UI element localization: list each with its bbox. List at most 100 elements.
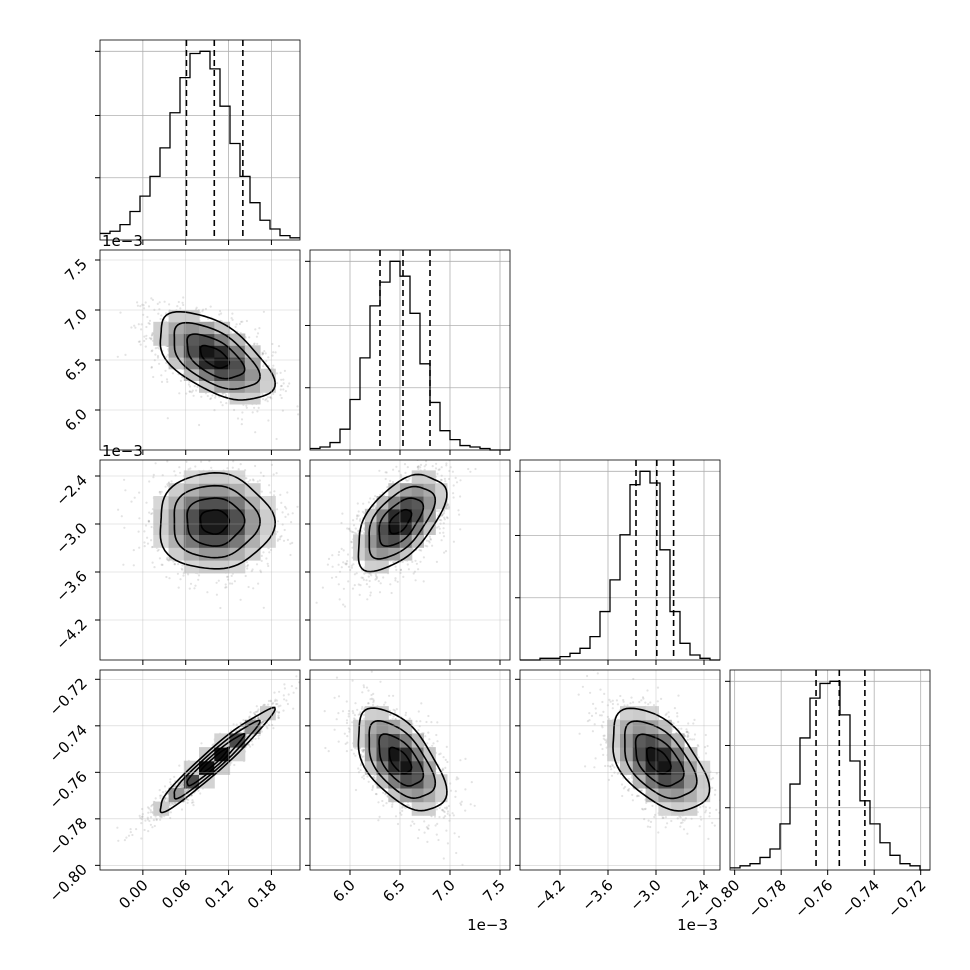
sample-point [269, 548, 273, 552]
sample-point [256, 410, 259, 413]
sample-point [265, 557, 268, 560]
sample-point [254, 464, 257, 468]
sample-point [143, 307, 146, 310]
density-cell [229, 521, 246, 535]
sample-point [224, 446, 226, 448]
sample-point [283, 528, 286, 532]
sample-point [209, 305, 212, 308]
sample-point [160, 380, 164, 383]
sample-point [286, 491, 289, 494]
sample-point [417, 456, 419, 458]
sample-point [158, 301, 161, 304]
sample-point [224, 586, 227, 589]
sample-point [391, 481, 395, 484]
sample-point [160, 563, 163, 566]
sample-point [275, 437, 278, 441]
density-cell [214, 560, 231, 574]
sample-point [246, 567, 249, 570]
sample-point [161, 563, 164, 567]
sample-point [474, 467, 477, 471]
sample-point [160, 314, 163, 317]
sample-point [452, 484, 455, 487]
sample-point [159, 317, 162, 321]
density-cell [168, 508, 185, 523]
sample-point [458, 513, 461, 516]
sample-point [331, 554, 334, 557]
sample-point [304, 516, 306, 518]
sample-point [297, 413, 300, 416]
sample-point [179, 307, 182, 310]
sample-point [366, 598, 369, 601]
sample-point [345, 562, 348, 565]
sample-point [457, 509, 460, 512]
sample-point [150, 350, 153, 353]
sample-point [150, 512, 153, 516]
sample-point [139, 305, 142, 308]
density-cell [199, 345, 215, 358]
sample-point [447, 507, 450, 510]
sample-point [158, 491, 161, 494]
sample-point [442, 527, 445, 530]
sample-point [136, 301, 139, 304]
sample-point [182, 296, 185, 299]
sample-point [451, 470, 454, 473]
sample-point [235, 323, 238, 326]
sample-point [133, 496, 136, 499]
sample-point [290, 521, 293, 524]
sample-point [263, 350, 266, 353]
sample-point [165, 575, 168, 579]
sample-point [379, 582, 382, 585]
sample-point [276, 539, 279, 542]
sample-point [260, 554, 263, 558]
sample-point [178, 392, 181, 395]
sample-point [137, 323, 140, 326]
sample-point [411, 560, 414, 564]
density-cell [244, 357, 261, 370]
sample-point [246, 565, 249, 568]
sample-point [267, 564, 270, 568]
sample-point [188, 380, 191, 383]
sample-point [197, 574, 201, 577]
sample-point [225, 586, 228, 589]
sample-point [337, 563, 340, 566]
sample-point [154, 353, 157, 356]
sample-point [445, 516, 449, 519]
sample-point [252, 587, 255, 590]
sample-point [145, 501, 148, 504]
sample-point [253, 406, 256, 409]
sample-point [321, 586, 324, 589]
sample-point [399, 568, 402, 572]
sample-point [214, 396, 217, 399]
sample-point [280, 378, 283, 381]
sample-point [286, 538, 289, 542]
sample-point [296, 505, 299, 508]
sample-point [140, 328, 143, 331]
sample-point [187, 468, 190, 471]
sample-point [396, 580, 399, 583]
sample-point [443, 510, 446, 513]
density-cell [183, 534, 200, 548]
sample-point [266, 562, 269, 565]
histogram-panel-0 [95, 39, 301, 245]
sample-point [301, 397, 303, 399]
density-cell [183, 321, 200, 335]
sample-point [357, 583, 360, 586]
sample-point [143, 541, 146, 544]
sample-point [354, 527, 357, 530]
sample-point [273, 490, 276, 493]
density-cell [168, 345, 185, 358]
sample-point [190, 391, 193, 394]
sample-point [439, 522, 442, 525]
sample-point [217, 579, 220, 582]
sample-point [236, 417, 240, 420]
sample-point [194, 584, 197, 587]
sample-point [279, 535, 282, 539]
sample-point [412, 572, 415, 575]
sample-point [357, 514, 360, 517]
sample-point [260, 392, 263, 395]
sample-point [356, 514, 359, 517]
sample-point [249, 479, 252, 482]
sample-point [425, 539, 428, 542]
density-cell [214, 508, 231, 523]
sample-point [166, 556, 169, 559]
